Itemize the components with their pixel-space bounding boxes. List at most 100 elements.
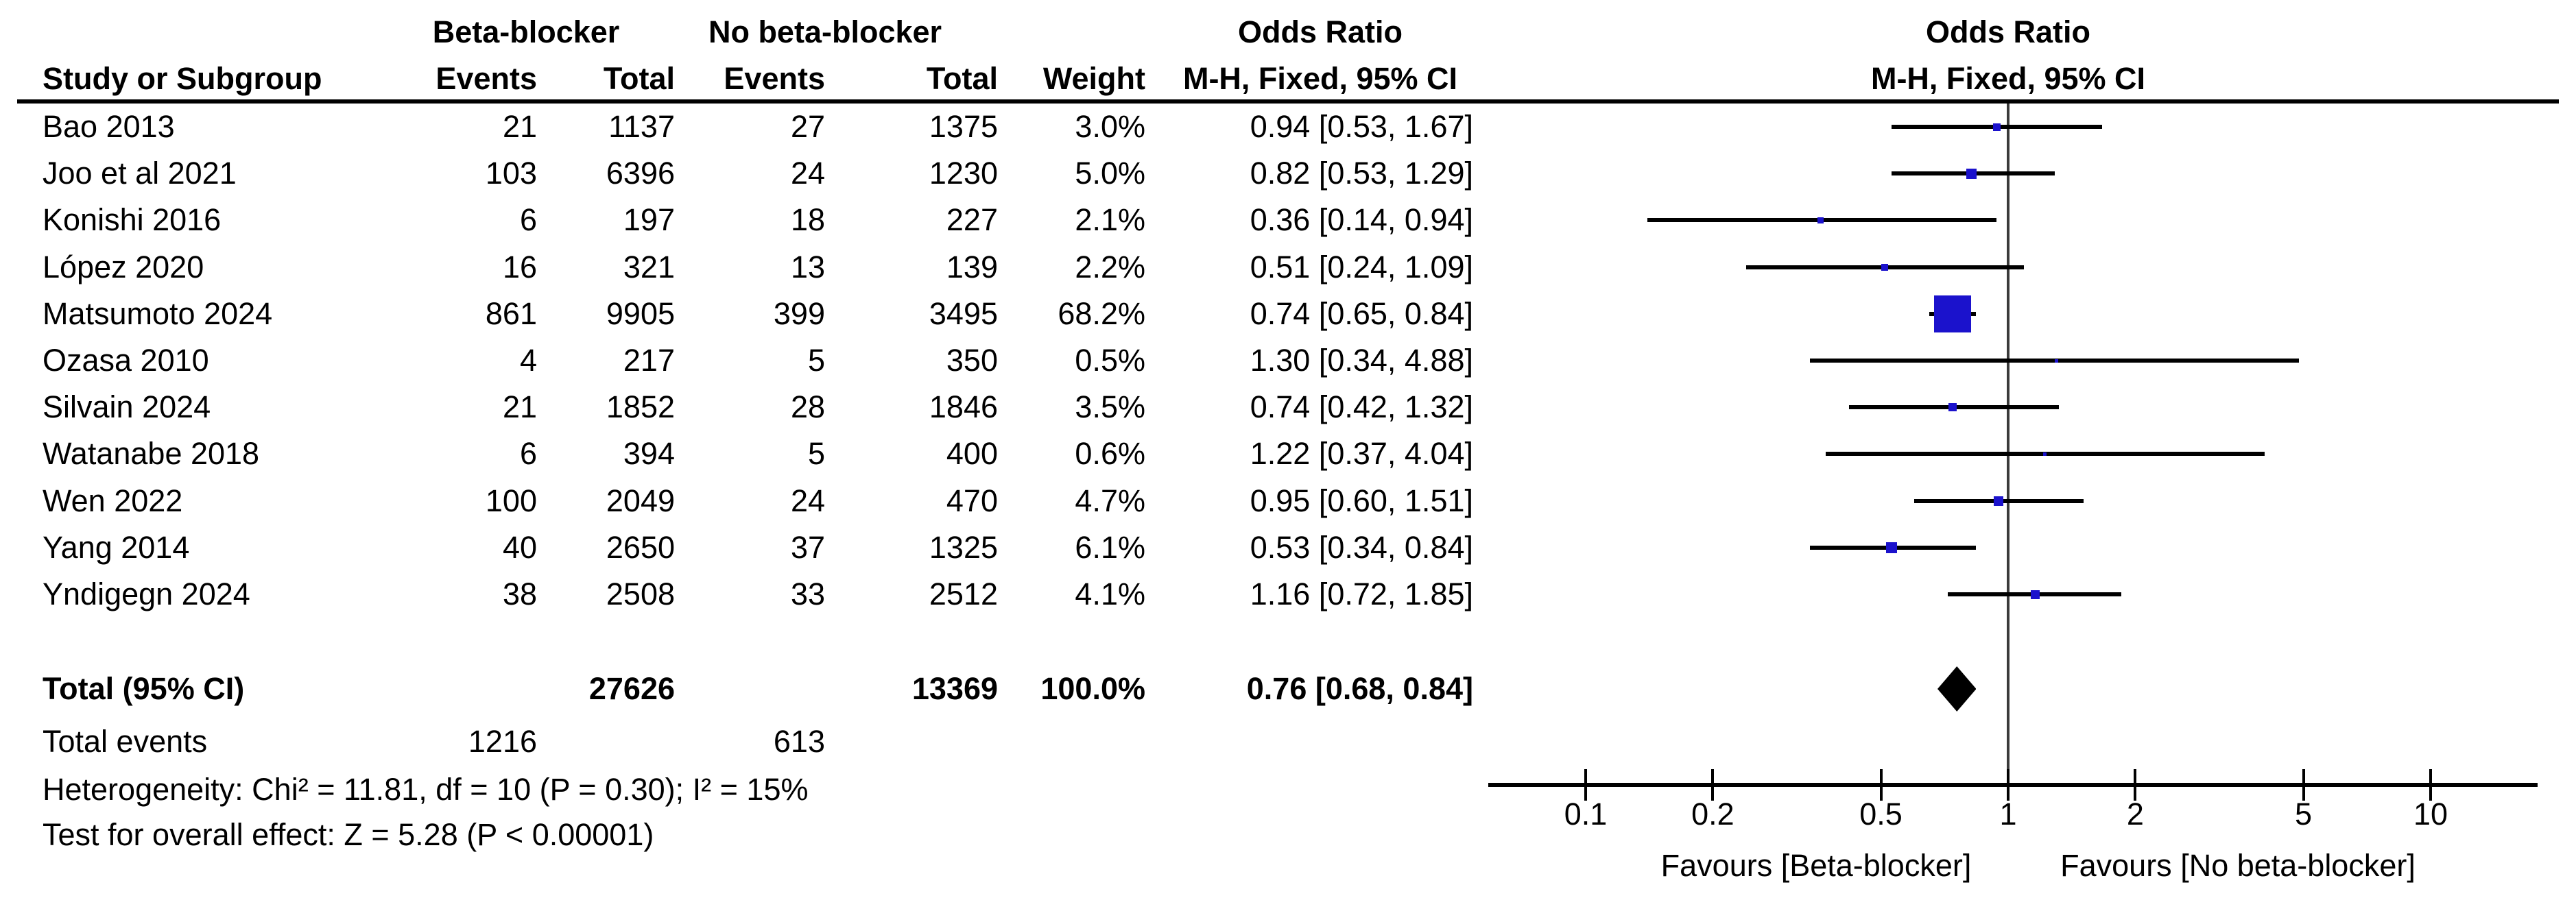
total2-cell: 3495 xyxy=(929,295,998,331)
total2-column-header: Total xyxy=(926,61,998,96)
events2-cell: 18 xyxy=(790,202,825,238)
axis-tick-label: 1 xyxy=(1999,797,2017,832)
weight-cell: 68.2% xyxy=(1058,295,1145,331)
weight-cell: 2.1% xyxy=(1075,202,1145,238)
events1-cell: 21 xyxy=(502,389,537,425)
axis-tick xyxy=(1879,769,1883,801)
total2-cell: 2512 xyxy=(929,577,998,611)
study-name: Matsumoto 2024 xyxy=(43,295,273,331)
group1-header: Beta-blocker xyxy=(432,14,620,49)
axis-tick xyxy=(2007,769,2009,801)
ci-text-cell: 1.30 [0.34, 4.88] xyxy=(1250,343,1473,378)
total-events-label: Total events xyxy=(43,724,208,759)
axis-tick-label: 2 xyxy=(2126,797,2144,832)
study-name: Ozasa 2010 xyxy=(43,343,209,378)
or-point-marker xyxy=(1881,264,1888,271)
ci-text-cell: 0.51 [0.24, 1.09] xyxy=(1250,249,1473,284)
ci-text-cell: 0.36 [0.14, 0.94] xyxy=(1250,202,1473,238)
total-row-ci: 0.76 [0.68, 0.84] xyxy=(1246,671,1473,706)
or-point-marker xyxy=(2043,452,2047,456)
events1-cell: 40 xyxy=(502,529,537,565)
total-row-total1: 27626 xyxy=(588,671,675,706)
overall-effect-note: Test for overall effect: Z = 5.28 (P < 0… xyxy=(43,817,654,852)
total1-cell: 2650 xyxy=(606,529,675,565)
method-column-header: M-H, Fixed, 95% CI xyxy=(1182,61,1458,96)
total2-cell: 1325 xyxy=(929,529,998,565)
axis-tick-label: 10 xyxy=(2413,797,2448,832)
total2-cell: 227 xyxy=(946,202,998,238)
total-row-label: Total (95% CI) xyxy=(43,671,245,706)
events2-cell: 37 xyxy=(790,529,825,565)
events2-column-header: Events xyxy=(724,61,825,96)
events2-cell: 24 xyxy=(790,156,825,191)
study-name: Yang 2014 xyxy=(43,529,190,565)
total-events2: 613 xyxy=(773,724,825,759)
events1-cell: 4 xyxy=(519,343,537,378)
weight-cell: 0.5% xyxy=(1075,343,1145,378)
total1-cell: 6396 xyxy=(606,156,675,191)
weight-cell: 4.1% xyxy=(1075,577,1145,611)
total2-cell: 1846 xyxy=(929,389,998,425)
x-axis-line xyxy=(1488,783,2538,787)
pooled-effect-diamond xyxy=(1937,666,1977,712)
weight-cell: 6.1% xyxy=(1075,529,1145,565)
total1-cell: 197 xyxy=(623,202,675,238)
total1-cell: 1137 xyxy=(608,109,675,144)
ci-text-cell: 1.16 [0.72, 1.85] xyxy=(1250,577,1473,611)
axis-tick xyxy=(2429,769,2432,801)
ci-text-cell: 0.95 [0.60, 1.51] xyxy=(1250,483,1473,518)
ci-text-cell: 1.22 [0.37, 4.04] xyxy=(1250,436,1473,472)
axis-tick-label: 5 xyxy=(2295,797,2313,832)
or-point-marker xyxy=(1934,295,1971,332)
axis-tick xyxy=(2134,769,2137,801)
or-column-header: Odds Ratio xyxy=(1237,14,1403,49)
events1-cell: 6 xyxy=(519,202,537,238)
ci-text-cell: 0.53 [0.34, 0.84] xyxy=(1250,529,1473,565)
total2-cell: 1375 xyxy=(929,109,998,144)
total1-cell: 9905 xyxy=(606,295,675,331)
study-name: Yndigegn 2024 xyxy=(43,577,250,611)
total-row-total2: 13369 xyxy=(911,671,998,706)
events2-cell: 24 xyxy=(790,483,825,518)
total2-cell: 350 xyxy=(946,343,998,378)
total2-cell: 470 xyxy=(946,483,998,518)
weight-cell: 4.7% xyxy=(1075,483,1145,518)
total1-cell: 1852 xyxy=(606,389,675,425)
study-name: Silvain 2024 xyxy=(43,389,211,425)
total1-cell: 2049 xyxy=(606,483,675,518)
total2-cell: 139 xyxy=(946,249,998,284)
events2-cell: 5 xyxy=(807,436,825,472)
axis-tick xyxy=(2302,769,2305,801)
total1-column-header: Total xyxy=(603,61,675,96)
study-name: López 2020 xyxy=(43,249,204,284)
axis-tick-label: 0.2 xyxy=(1691,797,1734,832)
ci-text-cell: 0.94 [0.53, 1.67] xyxy=(1250,109,1473,144)
null-effect-line xyxy=(2007,104,2009,785)
weight-cell: 3.0% xyxy=(1075,109,1145,144)
or-point-marker xyxy=(1994,496,2003,506)
or-point-marker xyxy=(2031,590,2040,599)
or-point-marker xyxy=(1886,542,1897,553)
events1-cell: 38 xyxy=(502,577,537,611)
heterogeneity-note: Heterogeneity: Chi² = 11.81, df = 10 (P … xyxy=(43,772,809,807)
ci-text-cell: 0.74 [0.42, 1.32] xyxy=(1250,389,1473,425)
ci-text-cell: 0.82 [0.53, 1.29] xyxy=(1250,156,1473,191)
or-point-marker xyxy=(1993,123,2001,131)
events1-cell: 100 xyxy=(485,483,537,518)
group2-header: No beta-blocker xyxy=(708,14,942,49)
weight-column-header: Weight xyxy=(1042,61,1145,96)
total-row-weight: 100.0% xyxy=(1040,671,1145,706)
total1-cell: 2508 xyxy=(606,577,675,611)
ci-text-cell: 0.74 [0.65, 0.84] xyxy=(1250,295,1473,331)
events1-cell: 16 xyxy=(502,249,537,284)
events1-cell: 21 xyxy=(502,109,537,144)
events2-cell: 13 xyxy=(790,249,825,284)
weight-cell: 0.6% xyxy=(1075,436,1145,472)
favours-left-label: Favours [Beta-blocker] xyxy=(1660,848,1972,883)
events1-cell: 6 xyxy=(519,436,537,472)
events2-cell: 28 xyxy=(790,389,825,425)
events1-cell: 861 xyxy=(485,295,537,331)
weight-cell: 5.0% xyxy=(1075,156,1145,191)
or-point-marker xyxy=(1948,403,1957,411)
